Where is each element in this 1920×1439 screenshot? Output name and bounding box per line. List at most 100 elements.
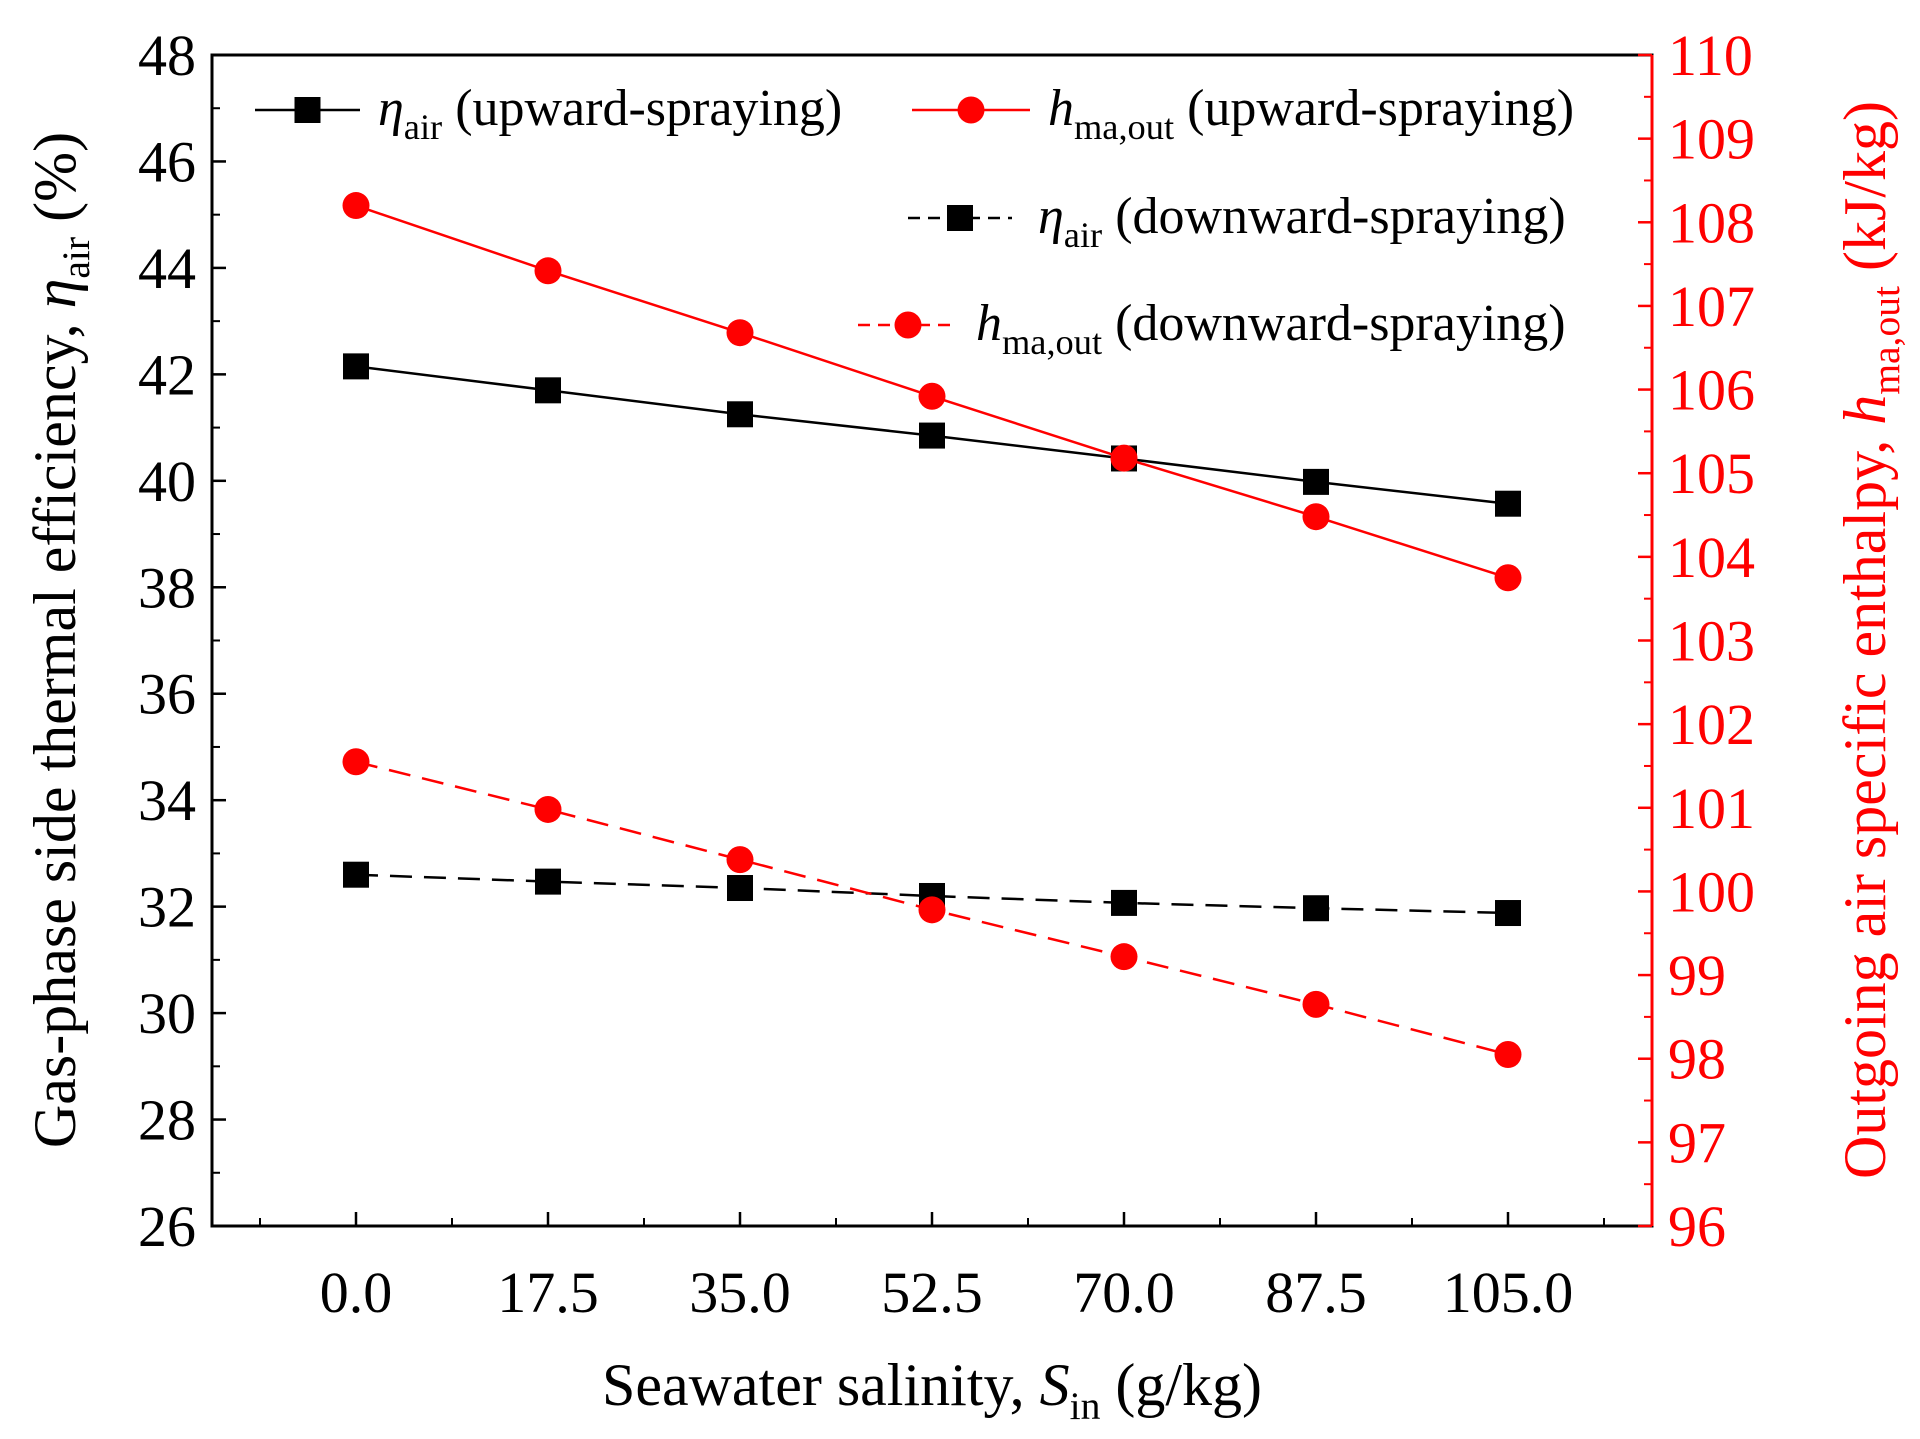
x-axis-title-unit: (g/kg)	[1100, 1352, 1262, 1418]
legend-subscript: ma,out	[1002, 322, 1102, 362]
legend: ηair (upward-spraying) hma,out (upward-sp…	[255, 80, 1574, 362]
legend-marker-0	[294, 97, 321, 123]
y-right-tick-label: 103	[1668, 609, 1755, 674]
legend-label-0: ηair (upward-spraying)	[378, 80, 842, 147]
x-axis-title-symbol: S	[1040, 1352, 1070, 1418]
legend-label-3: hma,out (downward-spraying)	[976, 295, 1566, 362]
x-tick-label: 52.5	[881, 1260, 983, 1325]
series-3-point-5	[1302, 990, 1330, 1018]
y-left-tick-label: 44	[138, 236, 196, 301]
y-right-axis-title-main: Outgoing air specific enthalpy,	[1832, 425, 1898, 1179]
legend-subscript: air	[404, 107, 442, 147]
x-tick-label: 17.5	[497, 1260, 599, 1325]
y-right-tick-label: 102	[1668, 692, 1755, 757]
series-1-point-1	[534, 257, 562, 285]
legend-symbol: η	[378, 80, 404, 137]
series-2-point-4	[1111, 889, 1137, 916]
y-left-tick-label: 36	[138, 662, 196, 727]
series-0-point-3	[919, 422, 945, 449]
x-tick-label: 105.0	[1443, 1260, 1574, 1325]
y-right-tick-label: 97	[1668, 1110, 1726, 1175]
y-left-tick-label: 34	[138, 768, 196, 833]
series-0-point-1	[535, 377, 561, 404]
y-right-tick-label: 109	[1668, 107, 1755, 172]
series-1-point-5	[1302, 503, 1330, 531]
y-left-tick-label: 48	[138, 23, 196, 88]
y-left-axis-title: Gas-phase side thermal efficiency, ηair …	[22, 132, 98, 1148]
series-3-point-4	[1110, 943, 1138, 971]
series-3-point-6	[1494, 1041, 1522, 1069]
legend-symbol: h	[976, 295, 1002, 352]
y-right-axis-title-subscript: ma,out	[1864, 286, 1908, 395]
legend-subscript: ma,out	[1074, 107, 1174, 147]
y-left-tick-label: 42	[138, 342, 196, 407]
x-axis-title: Seawater salinity, Sin (g/kg)	[602, 1352, 1262, 1428]
series-1-point-0	[342, 192, 370, 220]
legend-subscript: air	[1064, 215, 1102, 255]
series-0-point-6	[1495, 490, 1521, 517]
x-tick-label: 35.0	[689, 1260, 791, 1325]
series-1-point-6	[1494, 564, 1522, 592]
legend-marker-3	[894, 311, 922, 339]
series-1-point-4	[1110, 444, 1138, 472]
x-axis-title-main: Seawater salinity,	[602, 1352, 1040, 1418]
y-right-tick-label: 98	[1668, 1027, 1726, 1092]
series-layer	[342, 192, 1522, 1069]
y-right-tick-label: 100	[1668, 859, 1755, 924]
series-1-point-3	[918, 382, 946, 410]
y-right-tick-label: 96	[1668, 1194, 1726, 1259]
x-tick-label: 70.0	[1073, 1260, 1175, 1325]
legend-text: (upward-spraying)	[1174, 80, 1574, 137]
y-left-tick-label: 38	[138, 555, 196, 620]
series-2-point-5	[1303, 895, 1329, 922]
y-right-axis-title-unit: (kJ/kg)	[1832, 101, 1898, 286]
series-2-point-6	[1495, 900, 1521, 927]
x-axis-title-subscript: in	[1070, 1384, 1101, 1428]
legend-label-2: ηair (downward-spraying)	[1038, 188, 1566, 255]
series-0-point-0	[343, 353, 369, 380]
y-left-axis-title-subscript: air	[54, 237, 98, 279]
y-left-tick-label: 28	[138, 1088, 196, 1153]
series-2-point-1	[535, 868, 561, 895]
series-0-point-2	[727, 401, 753, 428]
y-left-tick-label: 46	[138, 129, 196, 194]
y-right-tick-label: 101	[1668, 776, 1755, 841]
legend-text: (upward-spraying)	[442, 80, 842, 137]
axis-ticks	[212, 53, 1652, 1228]
y-right-tick-label: 105	[1668, 441, 1755, 506]
y-right-tick-label: 110	[1668, 23, 1753, 88]
y-right-tick-label: 104	[1668, 525, 1755, 590]
legend-text: (downward-spraying)	[1102, 295, 1566, 352]
series-2-point-2	[727, 875, 753, 902]
series-1-point-2	[726, 319, 754, 347]
legend-marker-2	[947, 205, 973, 231]
y-left-tick-label: 26	[138, 1194, 196, 1259]
series-3-point-1	[534, 795, 562, 823]
y-left-tick-label: 40	[138, 449, 196, 514]
y-left-tick-label: 32	[138, 875, 196, 940]
legend-marker-1	[957, 96, 985, 124]
series-3-point-3	[918, 896, 946, 924]
y-left-axis-title-main: Gas-phase side thermal efficiency,	[22, 308, 88, 1148]
y-left-axis-title-unit: (%)	[22, 132, 88, 237]
y-left-tick-label: 30	[138, 981, 196, 1046]
series-3-point-2	[726, 846, 754, 874]
axis-labels: 0.0 17.5 35.0 52.5 70.0 87.5 105.0 26 28 30 32 34 36…	[22, 23, 1908, 1428]
y-left-axis-title-symbol: η	[22, 279, 88, 309]
y-right-tick-label: 106	[1668, 358, 1755, 423]
y-right-axis-title-symbol: h	[1832, 395, 1898, 425]
y-right-tick-label: 108	[1668, 190, 1755, 255]
legend-symbol: η	[1038, 188, 1064, 245]
legend-symbol: h	[1048, 80, 1074, 137]
y-right-tick-label: 107	[1668, 274, 1755, 339]
series-3-point-0	[342, 748, 370, 776]
legend-label-1: hma,out (upward-spraying)	[1048, 80, 1574, 147]
y-right-tick-label: 99	[1668, 943, 1726, 1008]
series-0-point-5	[1303, 468, 1329, 495]
y-right-axis-title: Outgoing air specific enthalpy, hma,out …	[1832, 101, 1908, 1179]
x-tick-label: 87.5	[1265, 1260, 1367, 1325]
x-tick-label: 0.0	[320, 1260, 393, 1325]
legend-text: (downward-spraying)	[1102, 188, 1566, 245]
series-2-point-0	[343, 861, 369, 888]
